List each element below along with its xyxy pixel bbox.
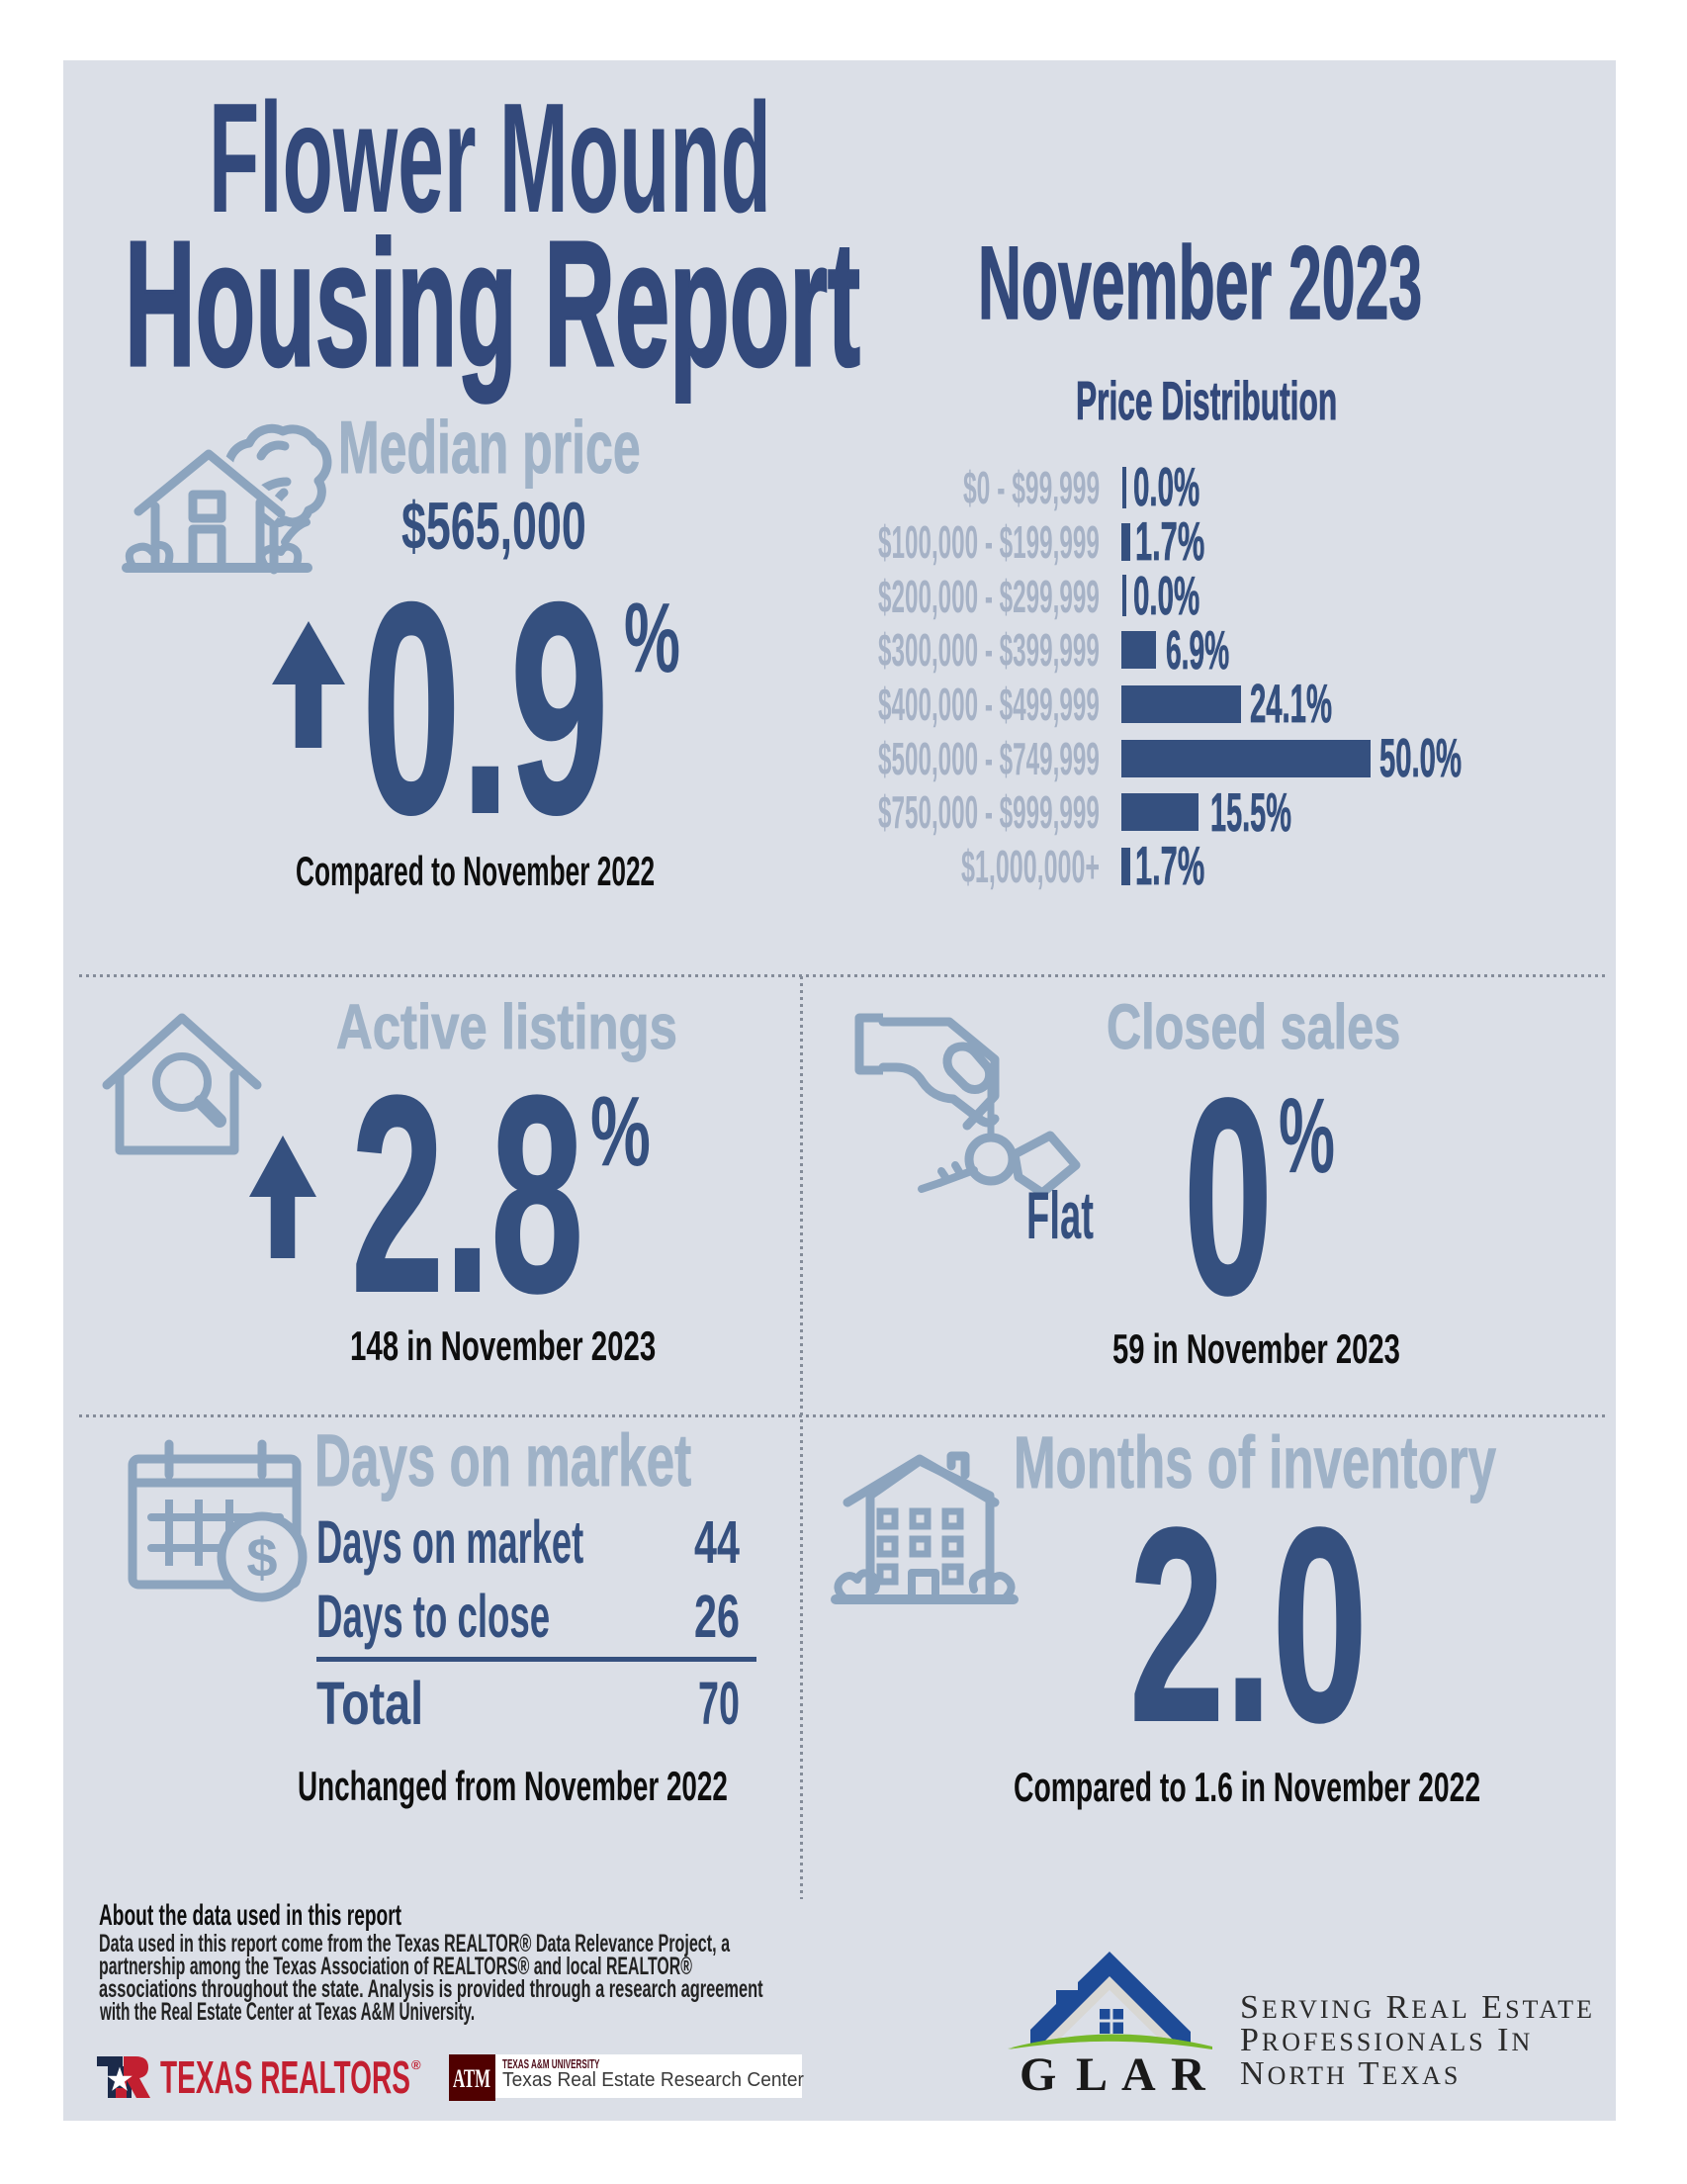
svg-text:$: $	[246, 1526, 277, 1589]
svg-text:ATM: ATM	[453, 2064, 490, 2093]
